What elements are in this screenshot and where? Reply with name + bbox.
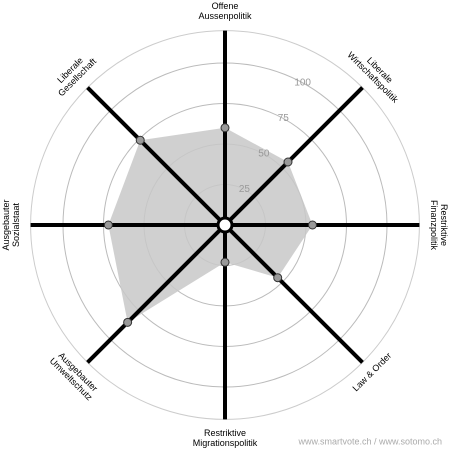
point	[273, 273, 283, 283]
axis-line	[86, 223, 227, 364]
center	[216, 216, 234, 234]
point	[283, 157, 293, 167]
r-tick-label: 75	[278, 113, 290, 124]
axis-label-line: Finanzpolitik	[429, 200, 439, 251]
axis-label-line: Restriktive	[204, 428, 246, 438]
point	[123, 317, 133, 327]
axis-label-line: Restriktive	[439, 204, 449, 246]
axis-label-line: Ausgebauter	[1, 199, 11, 250]
point	[307, 220, 317, 230]
axis-label-line: Offene	[212, 1, 239, 11]
point	[135, 135, 145, 145]
axis-label-line: Migrationspolitik	[193, 438, 258, 448]
axis-label: Ausgebauter Sozialstaat	[1, 199, 21, 250]
point	[220, 257, 230, 267]
axis-label-line: Sozialstaat	[11, 202, 21, 247]
footer: www.smartvote.ch / www.sotomo.ch	[297, 436, 442, 446]
axis-line	[86, 86, 227, 227]
point	[220, 123, 230, 133]
axis-line	[223, 223, 364, 364]
r-tick-label: 50	[258, 149, 270, 160]
axis-line	[223, 86, 364, 227]
point	[103, 220, 113, 230]
axis-label-line: Aussenpolitik	[198, 11, 252, 21]
r-tick-label: 25	[239, 184, 251, 195]
r-tick-label: 100	[294, 77, 311, 88]
